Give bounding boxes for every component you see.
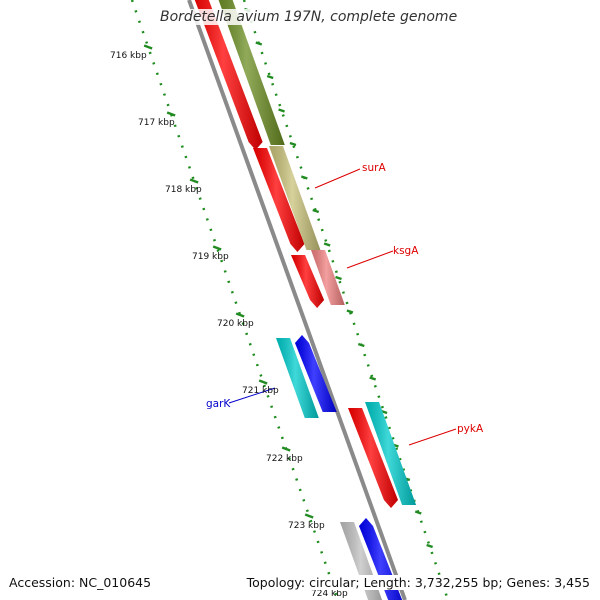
gene-label-ksgA: ksgA <box>393 245 419 257</box>
ruler-minor-tick <box>312 208 320 214</box>
ruler-major-tick <box>304 513 314 519</box>
ruler-minor-tick <box>289 141 297 147</box>
ruler-major-tick <box>281 446 291 452</box>
ruler-minor-tick <box>255 41 263 46</box>
ruler-label: 718 kbp <box>165 185 202 195</box>
gene-khaki-1-shading <box>269 146 321 250</box>
ruler-labels: 716 kbp 717 kbp 718 kbp 719 kbp 720 kbp 721 k… <box>110 51 348 599</box>
topology-text: Topology: circular; Length: 3,732,255 bp… <box>246 575 590 590</box>
ruler-major-tick <box>189 178 199 184</box>
gene-red-pyka-shading <box>348 408 398 508</box>
gene-blue-gark-shading <box>295 335 337 412</box>
gene-labels: surA ksgA garK pykA <box>206 162 484 435</box>
gene-leader-line <box>314 168 361 189</box>
ruler-minor-tick <box>266 74 274 80</box>
gene-cyan-1-shading <box>276 338 319 418</box>
gene-red-1-shading <box>194 0 263 150</box>
ruler-label: 717 kbp <box>138 118 175 128</box>
ruler-major-tick <box>258 379 268 385</box>
gene-label-garK: garK <box>206 398 231 410</box>
ruler-minor-tick <box>278 108 285 113</box>
ruler-label: 724 kbp <box>311 589 348 599</box>
gene-red-2-shading <box>253 148 305 252</box>
ruler-label: 716 kbp <box>110 51 147 61</box>
ruler-major-tick <box>166 111 176 117</box>
ruler-label: 720 kbp <box>217 319 254 329</box>
ruler-minor-tick <box>414 510 422 515</box>
ruler-major-tick <box>143 44 153 50</box>
gene-features <box>194 0 417 600</box>
gene-label-leaders <box>228 168 457 446</box>
ruler-minor-tick <box>323 242 331 247</box>
ruler-minor-tick <box>357 342 365 348</box>
ruler-minor-tick <box>426 543 434 549</box>
ruler-inner-dots <box>242 0 450 600</box>
gene-label-surA: surA <box>362 162 386 174</box>
gene-leader-line <box>346 250 394 269</box>
gene-red-ksga-1-shading <box>291 255 325 308</box>
ruler-minor-tick <box>335 275 342 281</box>
ruler-major-tick <box>235 312 245 318</box>
gene-olive-1-shading <box>218 0 285 145</box>
ruler-label: 721 kbp <box>242 386 279 396</box>
ruler-label: 722 kbp <box>266 454 303 464</box>
gene-leader-line <box>408 428 457 446</box>
ruler-ticks <box>143 7 445 586</box>
ruler-minor-tick <box>369 376 377 381</box>
ruler-label: 719 kbp <box>192 252 229 262</box>
genome-backbone <box>187 0 407 600</box>
ruler-major-tick <box>212 245 222 251</box>
gene-label-pykA: pykA <box>457 423 484 435</box>
map-title: Bordetella avium 197N, complete genome <box>158 9 460 25</box>
gene-leader-line <box>228 387 276 404</box>
gene-cyan-pyka-shading <box>365 402 417 505</box>
ruler-label: 723 kbp <box>288 521 325 531</box>
ruler-minor-tick <box>346 309 354 314</box>
accession-text: Accession: NC_010645 <box>9 575 152 590</box>
gene-pink-ksga-shading <box>311 250 345 305</box>
ruler-minor-tick <box>300 175 308 180</box>
ruler-outer-dots <box>130 0 340 600</box>
